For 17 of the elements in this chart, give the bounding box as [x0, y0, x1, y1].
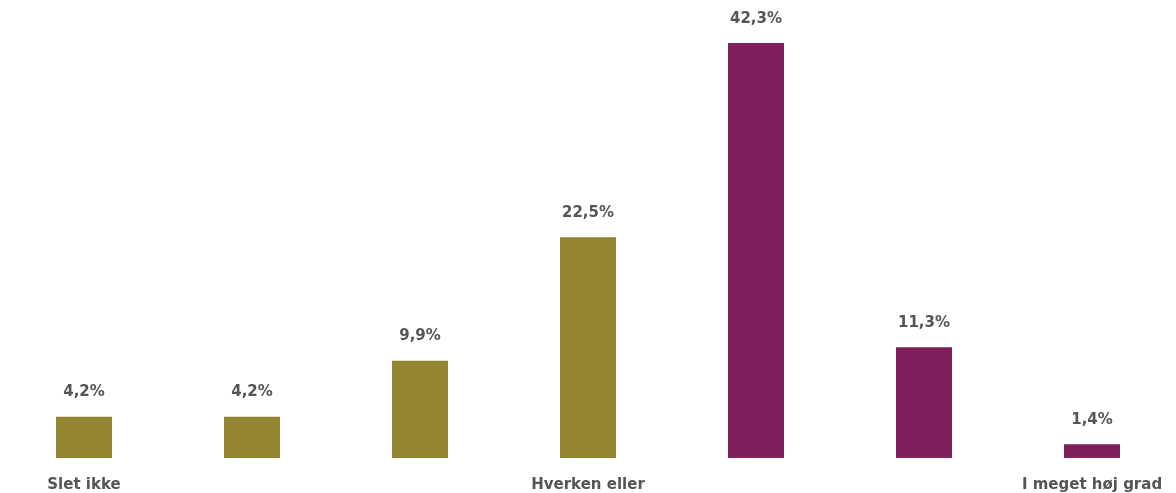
bar	[224, 416, 280, 458]
data-label: 4,2%	[231, 382, 273, 401]
bar	[560, 237, 616, 458]
x-tick-label: I meget høj grad	[1021, 474, 1163, 493]
bar	[1064, 444, 1120, 458]
data-label: 1,4%	[1071, 409, 1113, 428]
data-label: 42,3%	[729, 8, 783, 27]
bar	[56, 416, 112, 458]
data-label: 22,5%	[561, 202, 615, 221]
x-tick-label: Hverken eller	[531, 474, 646, 493]
bar	[392, 360, 448, 458]
bar	[728, 43, 784, 458]
x-tick-label: Slet ikke	[47, 474, 121, 493]
data-label: 9,9%	[399, 326, 441, 345]
data-label: 11,3%	[897, 312, 951, 331]
data-label: 4,2%	[63, 382, 105, 401]
bar	[896, 347, 952, 458]
